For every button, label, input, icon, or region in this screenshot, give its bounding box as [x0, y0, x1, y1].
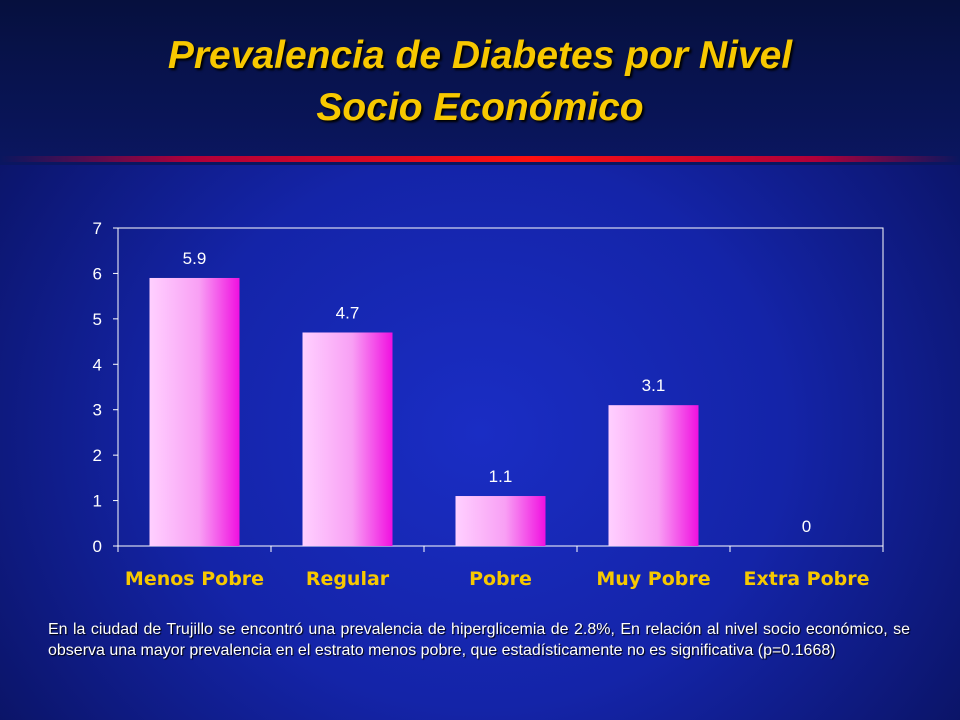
y-tick-label: 0	[93, 537, 102, 556]
y-tick-label: 3	[93, 401, 102, 420]
category-label: Extra Pobre	[744, 568, 870, 590]
chart-caption: En la ciudad de Trujillo se encontró una…	[48, 621, 910, 659]
data-label: 1.1	[489, 467, 513, 486]
y-tick-label: 6	[93, 264, 102, 283]
y-tick-label: 2	[93, 446, 102, 465]
category-label: Regular	[306, 568, 390, 590]
y-tick-label: 7	[93, 219, 102, 238]
y-tick-label: 4	[93, 355, 102, 374]
title-band	[0, 0, 960, 165]
slide-title-line-1: Prevalencia de Diabetes por Nivel	[167, 34, 793, 77]
bar	[149, 277, 240, 546]
bar	[302, 332, 393, 546]
data-label: 5.9	[183, 249, 207, 268]
title-divider	[0, 156, 960, 162]
data-label: 3.1	[642, 376, 666, 395]
bar	[608, 405, 699, 546]
category-label: Muy Pobre	[596, 568, 710, 590]
y-tick-label: 5	[93, 310, 102, 329]
category-label: Menos Pobre	[125, 568, 264, 590]
slide-title-line-2: Socio Económico	[316, 86, 644, 129]
slide-title: Prevalencia de Diabetes por Nivel Socio …	[0, 30, 960, 134]
y-tick-label: 1	[93, 492, 102, 511]
bar	[455, 496, 546, 546]
bar-chart: 0 1 2 3 4 5 6 7 5.9 Menos Pobre 4.7 Regular 1.1 Pobre…	[93, 219, 870, 590]
data-label: 0	[802, 517, 811, 536]
data-label: 4.7	[336, 303, 360, 322]
category-label: Pobre	[469, 568, 532, 590]
